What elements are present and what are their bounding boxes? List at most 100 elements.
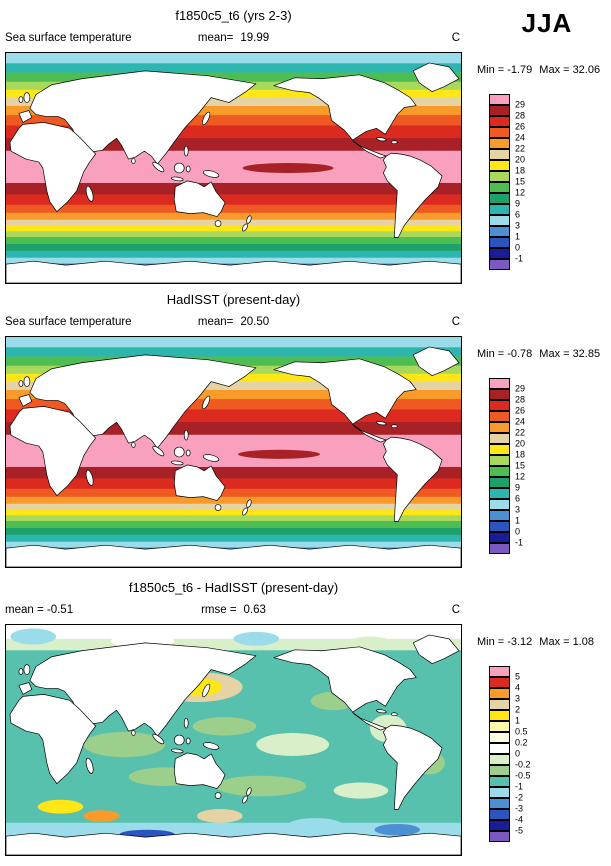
colorbar-cell <box>489 743 510 754</box>
colorbar-cell <box>489 688 510 699</box>
colorbar-cell <box>489 721 510 732</box>
colorbar-tick-label: 20 <box>515 438 526 449</box>
season-label: JJA <box>521 8 573 38</box>
map-frame <box>5 336 462 568</box>
colorbar-tick-label: -0.2 <box>515 759 531 770</box>
contour-spot <box>83 810 120 822</box>
colorbar-cell <box>489 237 510 248</box>
contour-spot <box>374 823 421 836</box>
colorbar-cell <box>489 248 510 259</box>
colorbar-cell <box>489 433 510 444</box>
units-label: C <box>451 604 460 616</box>
contour-band <box>6 347 461 357</box>
min-value: -0.78 <box>507 348 533 360</box>
contour-band <box>6 63 461 73</box>
contour-spot <box>37 799 84 814</box>
contour-spot <box>78 438 207 462</box>
colorbar-tick-label: 0.5 <box>515 726 528 737</box>
variable-label: Sea surface temperature <box>5 316 132 328</box>
panel-title: HadISST (present-day) <box>166 292 301 307</box>
contour-band <box>6 231 461 238</box>
colorbar-tick-label: -5 <box>515 825 524 836</box>
mean-value: 20.50 <box>240 316 270 328</box>
colorbar-tick-label: 20 <box>515 154 526 165</box>
map-frame <box>5 52 462 284</box>
contour-spot <box>283 438 330 452</box>
panel-title: f1850c5_t6 (yrs 2-3) <box>175 8 292 23</box>
colorbar-tick-label: -1 <box>515 253 524 264</box>
colorbar-cell <box>489 477 510 488</box>
colorbar-cell <box>489 444 510 455</box>
colorbar-cell <box>489 105 510 116</box>
mean-stat: mean= 19.99 <box>5 32 462 44</box>
contour-band <box>6 638 461 651</box>
contour-band <box>6 466 461 479</box>
colorbar-tick-label: 24 <box>515 132 526 143</box>
min-label: Min = <box>477 64 505 76</box>
colorbar-cell <box>489 787 510 798</box>
stat-row: Sea surface temperature mean= 20.50 C <box>5 316 462 330</box>
colorbar-tick-label: 0.2 <box>515 737 528 748</box>
stat-row: Sea surface temperature mean= 19.99 C <box>5 32 462 46</box>
contour-spot <box>288 818 343 832</box>
contour-spot <box>10 628 57 645</box>
colorbar-cell <box>489 499 510 510</box>
contour-band <box>6 72 461 83</box>
panel-obs-sst: HadISST (present-day) Sea surface temper… <box>0 290 611 578</box>
colorbar-tick-label: 28 <box>515 394 526 405</box>
contour-spot <box>215 775 307 797</box>
panel-model-sst: f1850c5_t6 (yrs 2-3) Sea surface tempera… <box>0 6 611 294</box>
colorbar-tick-label: 6 <box>515 209 521 220</box>
contour-spot <box>233 631 280 646</box>
colorbar-cell <box>489 94 510 105</box>
mean-label: mean= <box>197 32 234 44</box>
colorbar-model: 29 28 26 24 22 20 18 15 12 9 6 3 1 0 -1 <box>489 94 559 270</box>
colorbar-cell <box>489 182 510 193</box>
colorbar-tick-label: 12 <box>515 471 526 482</box>
colorbar-cell <box>489 138 510 149</box>
colorbar-cell <box>489 510 510 521</box>
contour-band <box>6 527 461 536</box>
colorbar-cell <box>489 378 510 389</box>
colorbar-tick-label: 1 <box>515 231 521 242</box>
colorbar-obs: 29 28 26 24 22 20 18 15 12 9 6 3 1 0 -1 <box>489 378 559 554</box>
variable-label: Sea surface temperature <box>5 32 132 44</box>
max-value: 32.06 <box>572 64 601 76</box>
colorbar-cell <box>489 798 510 809</box>
colorbar-cell <box>489 732 510 743</box>
contour-band <box>6 53 461 64</box>
colorbar-cell <box>489 776 510 787</box>
colorbar-cell <box>489 820 510 831</box>
contour-spot <box>242 162 334 174</box>
panel-diff-sst: f1850c5_t6 - HadISST (present-day) mean … <box>0 578 611 866</box>
colorbar-tick-label: 3 <box>515 693 521 704</box>
contour-band <box>6 503 461 510</box>
colorbar-tick-label: 26 <box>515 121 526 132</box>
colorbar-tick-label: 9 <box>515 482 521 493</box>
colorbar-tick-label: 2 <box>515 704 521 715</box>
contour-band <box>6 212 461 221</box>
colorbar-cell <box>489 411 510 422</box>
contour-band <box>6 496 461 505</box>
colorbar-tick-label: 4 <box>515 682 521 693</box>
stat-row: mean = -0.51 rmse = 0.63 C <box>5 604 462 618</box>
min-value: -3.12 <box>507 636 533 648</box>
min-value: -1.79 <box>507 64 533 76</box>
colorbar-cell <box>489 389 510 400</box>
colorbar-cell <box>489 677 510 688</box>
colorbar-cell <box>489 455 510 466</box>
colorbar-cell <box>489 543 510 554</box>
contour-band <box>6 243 461 252</box>
contour-band <box>6 541 461 548</box>
colorbar-tick-label: 3 <box>515 504 521 515</box>
mean-stat: mean= 20.50 <box>5 316 462 328</box>
min-label: Min = <box>477 636 505 648</box>
max-value: 32.85 <box>572 348 601 360</box>
colorbar-cell <box>489 466 510 477</box>
map-frame <box>5 624 462 856</box>
contour-band <box>6 219 461 226</box>
colorbar-tick-label: 15 <box>515 176 526 187</box>
contour-spot <box>83 731 166 758</box>
colorbar-cell <box>489 521 510 532</box>
colorbar-tick-label: 18 <box>515 449 526 460</box>
